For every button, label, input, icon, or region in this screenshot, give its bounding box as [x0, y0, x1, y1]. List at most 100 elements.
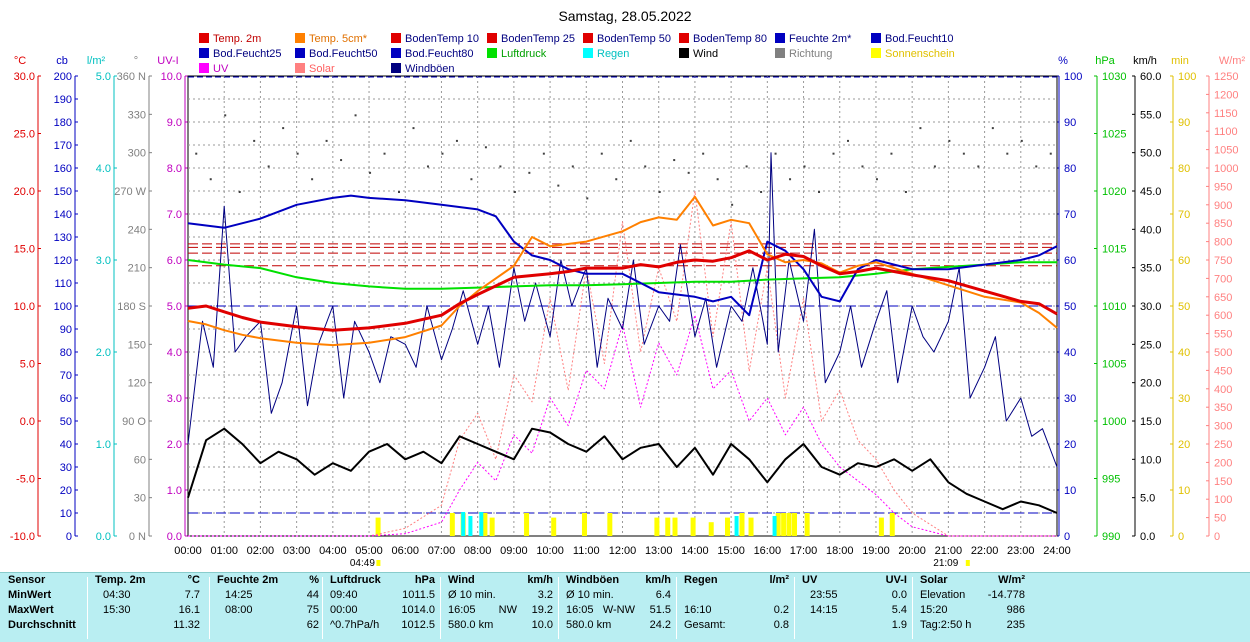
stats-cell-row: Tag:2:50 h 235 — [920, 618, 1025, 633]
stats-cell: 0.8 — [773, 619, 789, 631]
axis-tick-label: 20 — [60, 485, 72, 497]
stats-group-unit: km/h — [645, 574, 671, 586]
axis-tick-label: 1000 — [1214, 163, 1238, 175]
x-tick-label: 12:00 — [609, 545, 637, 557]
axis-tick-label: 90 O — [122, 416, 146, 428]
axis-tick-label: -10.0 — [10, 531, 35, 543]
legend-swatch — [295, 48, 305, 58]
axis-tick-label: 500 — [1214, 347, 1232, 359]
stats-group-unit: km/h — [527, 574, 553, 586]
stats-cell-row: Gesamt: 0.8 — [684, 618, 789, 633]
axis-tick-label: 0 N — [129, 531, 146, 543]
stats-separator — [676, 577, 677, 639]
axis-tick-label: 25.0 — [1140, 339, 1161, 351]
series-line — [187, 152, 1058, 468]
direction-point — [499, 165, 502, 168]
direction-point — [702, 152, 705, 155]
legend-label: Richtung — [789, 48, 832, 60]
legend-label: Luftdruck — [501, 48, 547, 60]
stats-cell-row: ^0.7hPa/h 1012.5 — [330, 618, 435, 633]
direction-point — [311, 178, 314, 181]
axis-tick-label: 40 — [1178, 347, 1190, 359]
axis-tick-label: 1015 — [1102, 244, 1126, 256]
axis-tick-label: 20 — [1178, 439, 1190, 451]
axis-tick-label: 100 — [1214, 494, 1232, 506]
sunshine-bar — [665, 517, 671, 536]
plot-area — [187, 75, 1058, 537]
sunshine-bar — [725, 517, 731, 536]
axis-tick-label: 60.0 — [1140, 71, 1161, 83]
series-line — [187, 249, 1058, 332]
x-tick-label: 05:00 — [355, 545, 383, 557]
stats-group: Wind km/h Ø 10 min. 3.2 16:05 NW 19.2 580.0 km 1… — [448, 573, 553, 642]
series-line — [187, 427, 1058, 514]
axis-tick-label: 10 — [60, 508, 72, 520]
axis-tick-label: 130 — [54, 232, 72, 244]
axis-tick-label: 180 — [54, 117, 72, 129]
stats-cell: 235 — [1006, 619, 1025, 631]
stats-cell-row: 580.0 km 10.0 — [448, 618, 553, 633]
x-tick-label: 20:00 — [898, 545, 926, 557]
axis-tick-label: 30 — [134, 493, 146, 505]
rain-bar — [772, 516, 777, 536]
axis-unit: km/h — [1133, 55, 1157, 67]
legend-label: Bod.Feucht10 — [885, 33, 954, 45]
axis-tick-label: 90 — [1064, 117, 1076, 129]
legend-label: Bod.Feucht80 — [405, 48, 474, 60]
direction-point — [991, 127, 994, 130]
axis-unit: ° — [134, 55, 138, 67]
axis-tick-label: 80 — [60, 347, 72, 359]
axis-tick-label: 1150 — [1214, 108, 1238, 120]
stats-cell: W-NW — [602, 604, 635, 616]
axis-tick-label: 5.0 — [20, 359, 35, 371]
axis-tick-label: 210 — [128, 263, 146, 275]
stats-group-unit: hPa — [414, 574, 435, 586]
legend-label: Wind — [693, 48, 718, 60]
stats-cell: 11.32 — [173, 619, 200, 631]
axis-tick-label: 50.0 — [1140, 148, 1161, 160]
x-tick-label: 04:00 — [319, 545, 347, 557]
stats-cell: 00:00 — [330, 604, 358, 616]
axis-tick-label: 90 — [60, 324, 72, 336]
axis-tick-label: 150 — [1214, 476, 1232, 488]
legend-label: Bod.Feucht50 — [309, 48, 378, 60]
axis-tick-label: 90 — [1178, 117, 1190, 129]
sunshine-bar — [889, 513, 895, 536]
direction-point — [962, 152, 965, 155]
sunset-marker — [965, 560, 970, 566]
axis-unit: % — [1058, 55, 1068, 67]
direction-point — [890, 152, 893, 155]
axis-tick-label: 1.0 — [167, 485, 182, 497]
stats-cell-row: 04:30 7.7 — [95, 588, 200, 603]
axis-tick-label: 70 — [60, 370, 72, 382]
axis-tick-label: 150 — [128, 339, 146, 351]
legend-swatch — [295, 63, 305, 73]
x-tick-label: 15:00 — [717, 545, 745, 557]
stats-cell-row: 11.32 — [95, 618, 200, 633]
axis-unit: min — [1171, 55, 1189, 67]
stats-cell-row: 09:40 1011.5 — [330, 588, 435, 603]
axis-unit: cb — [56, 55, 68, 67]
direction-point — [398, 191, 401, 193]
series-line — [187, 194, 1058, 317]
stats-cell: 14:25 — [225, 589, 253, 601]
weather-chart: Samstag, 28.05.2022 Temp. 2m Temp. 5cm* Bo… — [10, 8, 1246, 569]
axis-tick-label: 0.0 — [20, 416, 35, 428]
axis-tick-label: 70 — [1178, 209, 1190, 221]
stats-group-unit: % — [309, 574, 319, 586]
axis-tick-label: 8.0 — [167, 163, 182, 175]
direction-point — [716, 178, 719, 181]
stats-cell: 16.1 — [178, 604, 200, 616]
legend-label: Sonnenschein — [885, 48, 955, 60]
direction-point — [586, 197, 589, 200]
direction-point — [253, 139, 256, 142]
stats-cell: 3.2 — [537, 589, 553, 601]
stats-cell-row: 14:15 5.4 — [802, 603, 907, 618]
axis-tick-label: 20.0 — [1140, 378, 1161, 390]
direction-point — [731, 203, 734, 206]
axis-tick-label: 4.0 — [167, 347, 182, 359]
axis-tick-label: 850 — [1214, 218, 1232, 230]
direction-point — [412, 127, 415, 130]
axis-tick-label: 30 — [1064, 393, 1076, 405]
legend: Temp. 2m Temp. 5cm* BodenTemp 10 BodenTemp … — [199, 33, 955, 75]
